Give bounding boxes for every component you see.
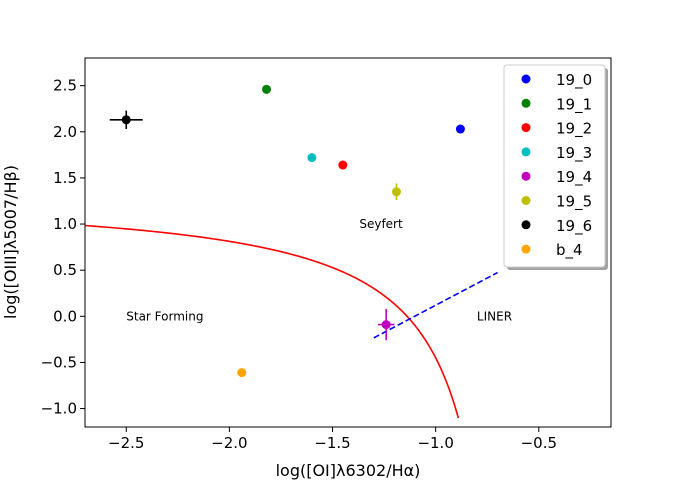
y-tick-label: 1.5 — [53, 169, 77, 187]
y-tick-label: 1.0 — [53, 215, 77, 233]
data-point-19-2 — [338, 160, 348, 170]
legend: 19_0 19_1 19_2 19_3 19_4 19_5 19_6 b_4 — [503, 64, 608, 270]
y-axis-label: log([OIII]λ5007/Hβ) — [1, 165, 20, 319]
plot-frame — [84, 57, 612, 428]
legend-label: b_4 — [556, 241, 583, 260]
legend-marker-19-1 — [521, 98, 531, 108]
region-label: Star Forming — [126, 309, 203, 323]
data-point-19-6 — [121, 115, 131, 125]
legend-label: 19_1 — [556, 95, 592, 114]
legend-marker-19-5 — [521, 196, 531, 205]
data-point-19-0 — [455, 124, 465, 134]
y-tick-label: 2.5 — [53, 77, 77, 95]
seyfert-liner-line — [373, 271, 498, 339]
legend-label: 19_6 — [556, 217, 592, 236]
legend-marker-19-4 — [521, 171, 531, 181]
data-point-19-5 — [391, 187, 401, 197]
curves-layer — [85, 224, 498, 419]
legend-marker-19-3 — [521, 147, 531, 157]
annotations-layer: Star Forming Seyfert LINER — [126, 217, 512, 323]
data-point-b-4 — [237, 368, 247, 378]
x-tick-label: −2.0 — [211, 434, 247, 452]
ticks-layer: −2.5 −2.0 −1.5 −1.0 −0.5 −1.0 −0.5 0.0 0.5 1.0 1.5… — [41, 77, 557, 452]
data-point-19-4 — [381, 320, 391, 330]
legend-marker-b-4 — [521, 244, 531, 254]
y-tick-label: −1.0 — [41, 400, 77, 418]
data-point-19-1 — [262, 84, 272, 94]
legend-label: 19_4 — [556, 168, 592, 187]
legend-marker-19-2 — [521, 123, 531, 133]
x-axis-label: log([OI]λ6302/Hα) — [276, 461, 421, 480]
max-starburst-curve — [85, 224, 460, 419]
y-tick-label: 0.5 — [53, 261, 77, 279]
y-tick-label: 0.0 — [53, 307, 77, 325]
legend-label: 19_5 — [556, 193, 592, 212]
x-tick-label: −2.5 — [108, 434, 144, 452]
y-tick-label: −0.5 — [41, 353, 77, 371]
region-label: LINER — [477, 309, 512, 323]
legend-label: 19_3 — [556, 144, 592, 163]
x-tick-label: −1.0 — [417, 434, 453, 452]
legend-box — [503, 64, 606, 268]
legend-marker-19-0 — [521, 74, 531, 84]
legend-label: 19_2 — [556, 120, 592, 139]
legend-marker-19-6 — [521, 220, 531, 230]
data-point-19-3 — [307, 153, 317, 163]
y-tick-label: 2.0 — [53, 123, 77, 141]
x-tick-label: −1.5 — [314, 434, 350, 452]
region-label: Seyfert — [359, 217, 403, 231]
points-layer — [109, 84, 465, 378]
x-tick-label: −0.5 — [521, 434, 557, 452]
legend-label: 19_0 — [556, 71, 592, 90]
